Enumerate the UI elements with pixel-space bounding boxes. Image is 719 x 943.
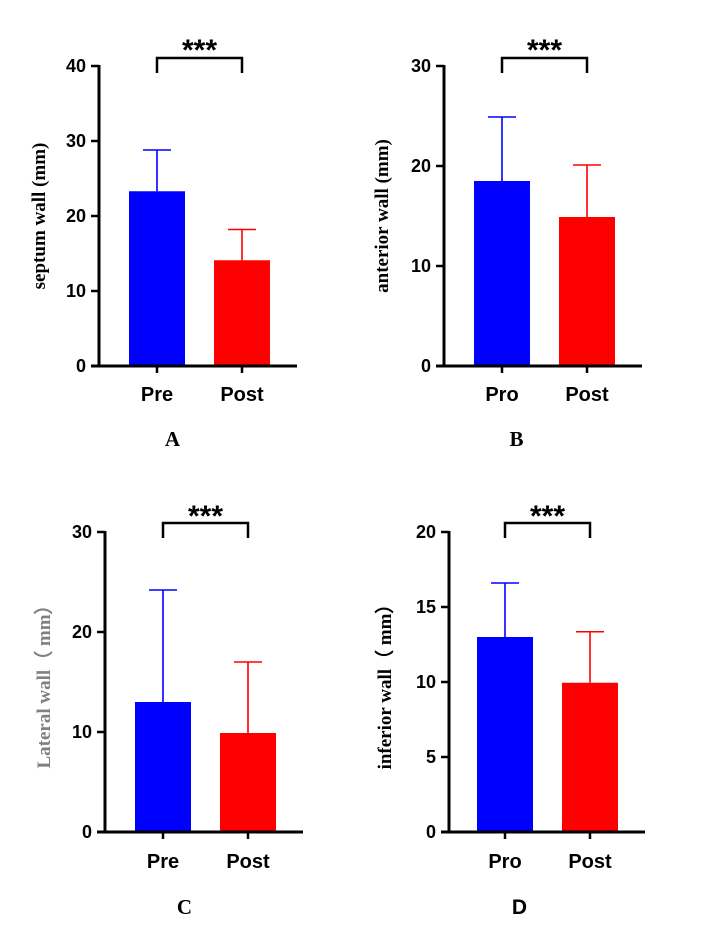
panel-label: A [165,427,181,451]
category-label-pre: Pre [147,851,179,873]
category-label-post: Post [568,851,612,873]
panel-label: C [177,895,192,919]
chart-panel-d: Pro Post 0 5 10 15 20 inferior wall（ mm） *** D [373,500,645,919]
significance-marker: *** [527,34,562,67]
chart-panel-c: Pre Post 0 10 20 30 Lateral wall（ mm） *** C [32,500,303,919]
significance-marker: *** [530,500,565,533]
bar-pre [129,191,185,366]
y-axis-label: Lateral wall（ mm） [32,595,55,768]
significance-bracket [155,56,244,73]
y-axis-label: septum wall (mm) [29,143,50,290]
y-tick-label: 10 [416,672,436,692]
y-tick-label: 10 [411,256,431,276]
y-tick-label: 0 [82,822,92,842]
y-tick-label: 10 [72,722,92,742]
y-tick-label: 30 [66,131,86,151]
panel-label: D [512,896,527,919]
category-label-pro: Pro [488,851,521,873]
y-tick-label: 5 [426,747,436,767]
significance-bracket [503,521,592,538]
y-tick-label: 30 [72,522,92,542]
bar-pro [477,637,533,832]
bar-post [214,260,270,366]
significance-bracket [161,521,250,538]
category-label-pre: Pre [141,384,173,406]
y-tick-label: 0 [421,356,431,376]
bar-pre [135,702,191,832]
chart-panel-a: Pre Post 0 10 20 30 40 septum wall (mm) *** A [29,34,297,451]
chart-panel-b: Pro Post 0 10 20 30 anterior wall (mm) *** B [372,34,642,451]
y-tick-label: 0 [76,356,86,376]
y-tick-label: 10 [66,281,86,301]
y-axis-label: inferior wall（ mm） [373,595,396,770]
panel-label: B [509,427,523,451]
bar-post [220,733,276,832]
category-label-post: Post [226,851,270,873]
y-axis-label: anterior wall (mm) [372,139,393,293]
category-label-post: Post [220,384,264,406]
y-tick-label: 20 [72,622,92,642]
y-tick-label: 15 [416,597,436,617]
significance-bracket [500,56,589,73]
y-tick-label: 0 [426,822,436,842]
y-tick-label: 20 [66,206,86,226]
y-tick-label: 40 [66,56,86,76]
significance-marker: *** [188,500,223,533]
category-label-post: Post [565,384,609,406]
bar-post [562,682,618,832]
category-label-pro: Pro [485,384,518,406]
significance-marker: *** [182,34,217,67]
bar-pro [474,181,530,366]
y-tick-label: 20 [416,522,436,542]
y-tick-label: 30 [411,56,431,76]
bar-post [559,217,615,366]
y-tick-label: 20 [411,156,431,176]
